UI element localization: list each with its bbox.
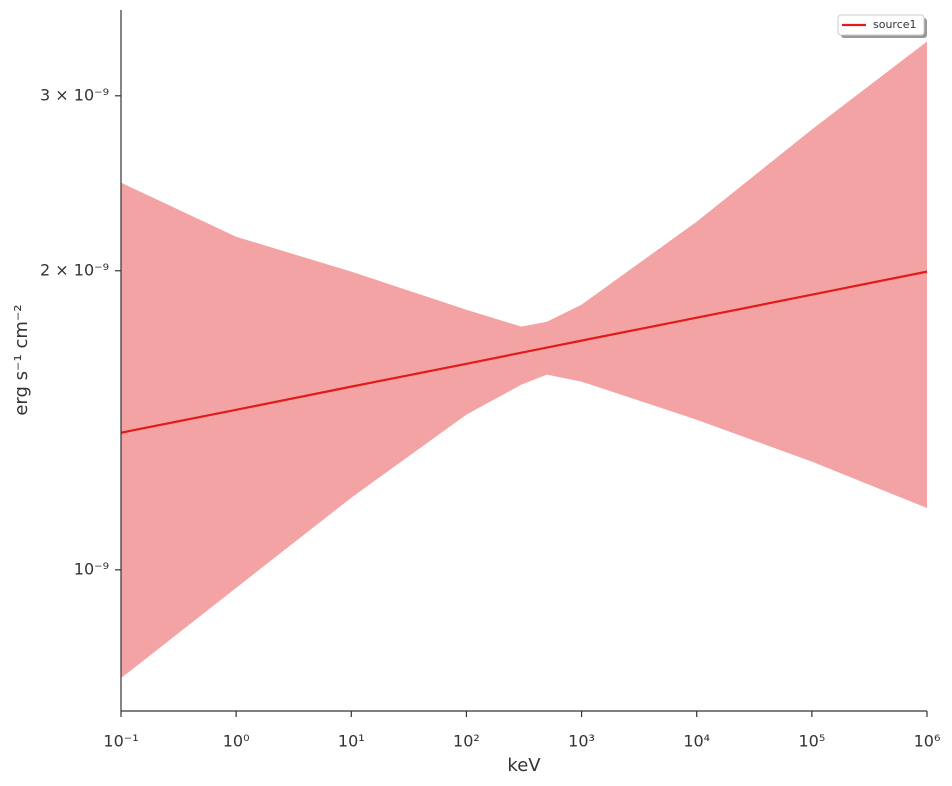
legend-box	[837, 14, 925, 36]
legend: source1	[837, 14, 927, 38]
y-tick-label: 3 × 10⁻⁹	[40, 85, 109, 104]
x-tick-label: 10⁰	[223, 732, 250, 751]
x-tick-label: 10⁻¹	[103, 732, 138, 751]
x-tick-label: 10³	[568, 732, 595, 751]
confidence-band	[121, 41, 927, 679]
y-tick-label: 2 × 10⁻⁹	[40, 260, 109, 279]
y-axis-label: erg s⁻¹ cm⁻²	[11, 304, 32, 415]
x-axis-label: keV	[507, 755, 541, 776]
x-tick-label: 10¹	[338, 732, 365, 751]
x-tick-label: 10²	[453, 732, 480, 751]
line	[120, 270, 928, 434]
y-tick-label: 10⁻⁹	[74, 559, 109, 578]
x-tick-label: 10⁶	[914, 732, 941, 751]
x-tick-label: 10⁵	[798, 732, 825, 751]
legend-label: source1	[873, 18, 917, 31]
x-tick-label: 10⁴	[683, 732, 710, 751]
